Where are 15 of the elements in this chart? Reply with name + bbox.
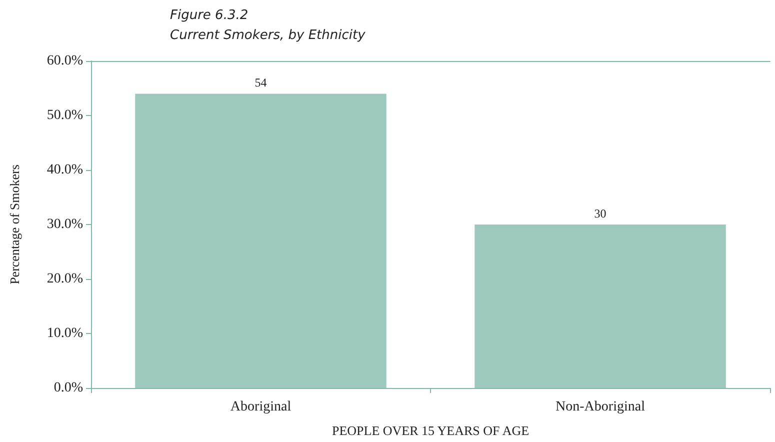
y-axis-title: Percentage of Smokers — [7, 164, 22, 284]
y-tick-label: 20.0% — [46, 272, 84, 286]
y-tick-label: 50.0% — [46, 108, 84, 123]
y-tick-label: 30.0% — [46, 217, 84, 232]
y-tick-label: 40.0% — [46, 162, 84, 178]
x-tick-label: Aboriginal — [230, 400, 292, 414]
x-axis-title: PEOPLE OVER 15 YEARS OF AGE — [332, 423, 530, 438]
y-tick-label: 10.0% — [46, 326, 84, 341]
y-tick-label: 60.0% — [46, 54, 84, 68]
y-tick-label: 0.0% — [54, 380, 84, 396]
data-label: 30 — [594, 206, 606, 220]
data-label: 54 — [254, 76, 267, 90]
chart-title: Figure 6.3.2 — [170, 8, 248, 23]
chart-subtitle: Current Smokers, by Ethnicity — [170, 28, 366, 43]
x-tick-label: Non-Aboriginal — [556, 400, 646, 414]
